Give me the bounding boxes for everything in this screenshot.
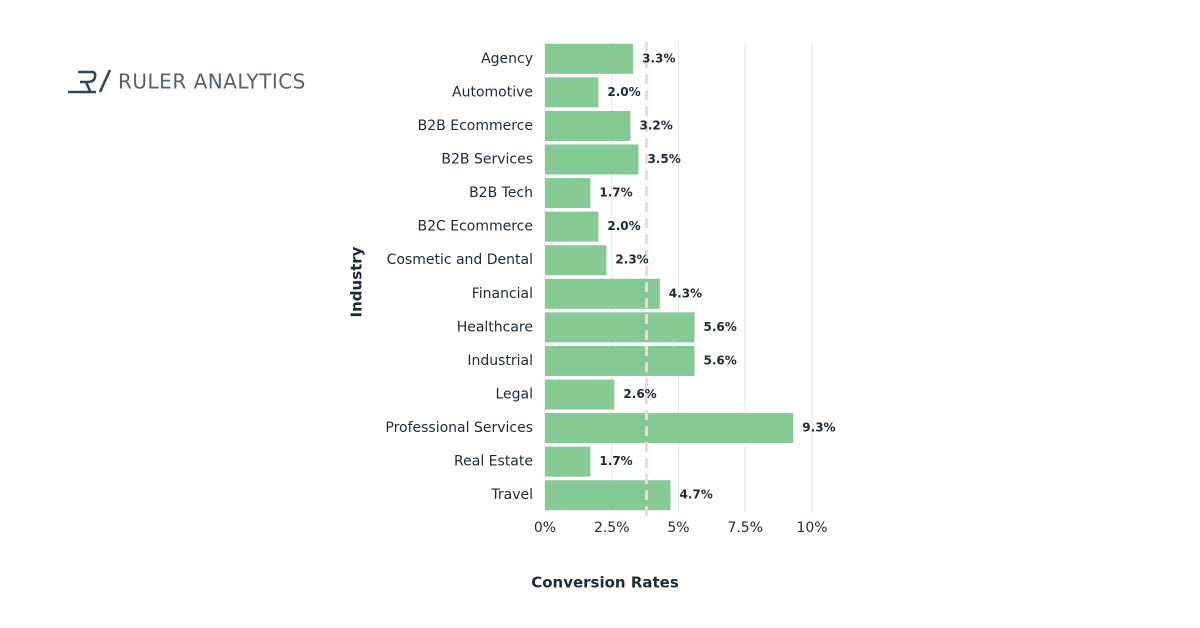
y-tick-label: Agency [481,51,533,67]
logo-icon [68,69,112,94]
y-tick-label: B2B Ecommerce [418,118,533,134]
value-label: 5.6% [704,353,737,367]
value-label: 3.2% [639,118,672,132]
bar [545,345,695,376]
value-label: 4.3% [669,286,702,300]
y-tick-label: Industrial [467,353,533,369]
value-label: 4.7% [679,488,712,502]
value-label: 3.3% [642,51,675,65]
y-tick-label: Real Estate [454,454,533,470]
y-tick-label: Healthcare [457,319,533,335]
value-label: 1.7% [599,454,632,468]
brand-name: RULER ANALYTICS [118,70,306,94]
y-tick-label: B2C Ecommerce [418,219,534,235]
x-tick-label: 2.5% [594,520,630,536]
bar [545,178,591,209]
bar [545,278,660,309]
y-tick-label: Travel [490,487,533,503]
x-tick-label: 0% [534,520,556,536]
y-tick-label: B2B Services [441,152,533,168]
x-tick-label: 7.5% [727,520,763,536]
bar [545,379,615,410]
bar [545,480,671,511]
value-label: 2.0% [607,219,640,233]
value-label: 5.6% [704,320,737,334]
y-tick-label: Financial [472,286,533,302]
bar [545,144,639,175]
y-tick-label: B2B Tech [469,185,533,201]
logo: RULER ANALYTICS [68,69,306,94]
value-label: 2.0% [607,85,640,99]
value-label: 2.6% [623,387,656,401]
bar [545,77,599,108]
value-label: 1.7% [599,186,632,200]
y-tick-label: Cosmetic and Dental [387,252,533,268]
y-tick-label: Professional Services [385,420,533,436]
bar [545,245,607,276]
value-label: 2.3% [615,253,648,267]
bar [545,110,631,141]
value-label: 3.5% [647,152,680,166]
y-tick-label: Legal [495,387,533,403]
x-tick-label: 5% [667,520,689,536]
x-tick-label: 10% [796,520,827,536]
bar [545,312,695,343]
x-axis-label: Conversion Rates [531,574,679,592]
y-tick-label: Automotive [452,84,533,100]
bar [545,413,794,444]
bar [545,43,634,74]
y-axis-label: Industry [348,246,366,317]
value-label: 9.3% [802,421,835,435]
bar [545,211,599,242]
bar [545,446,591,477]
